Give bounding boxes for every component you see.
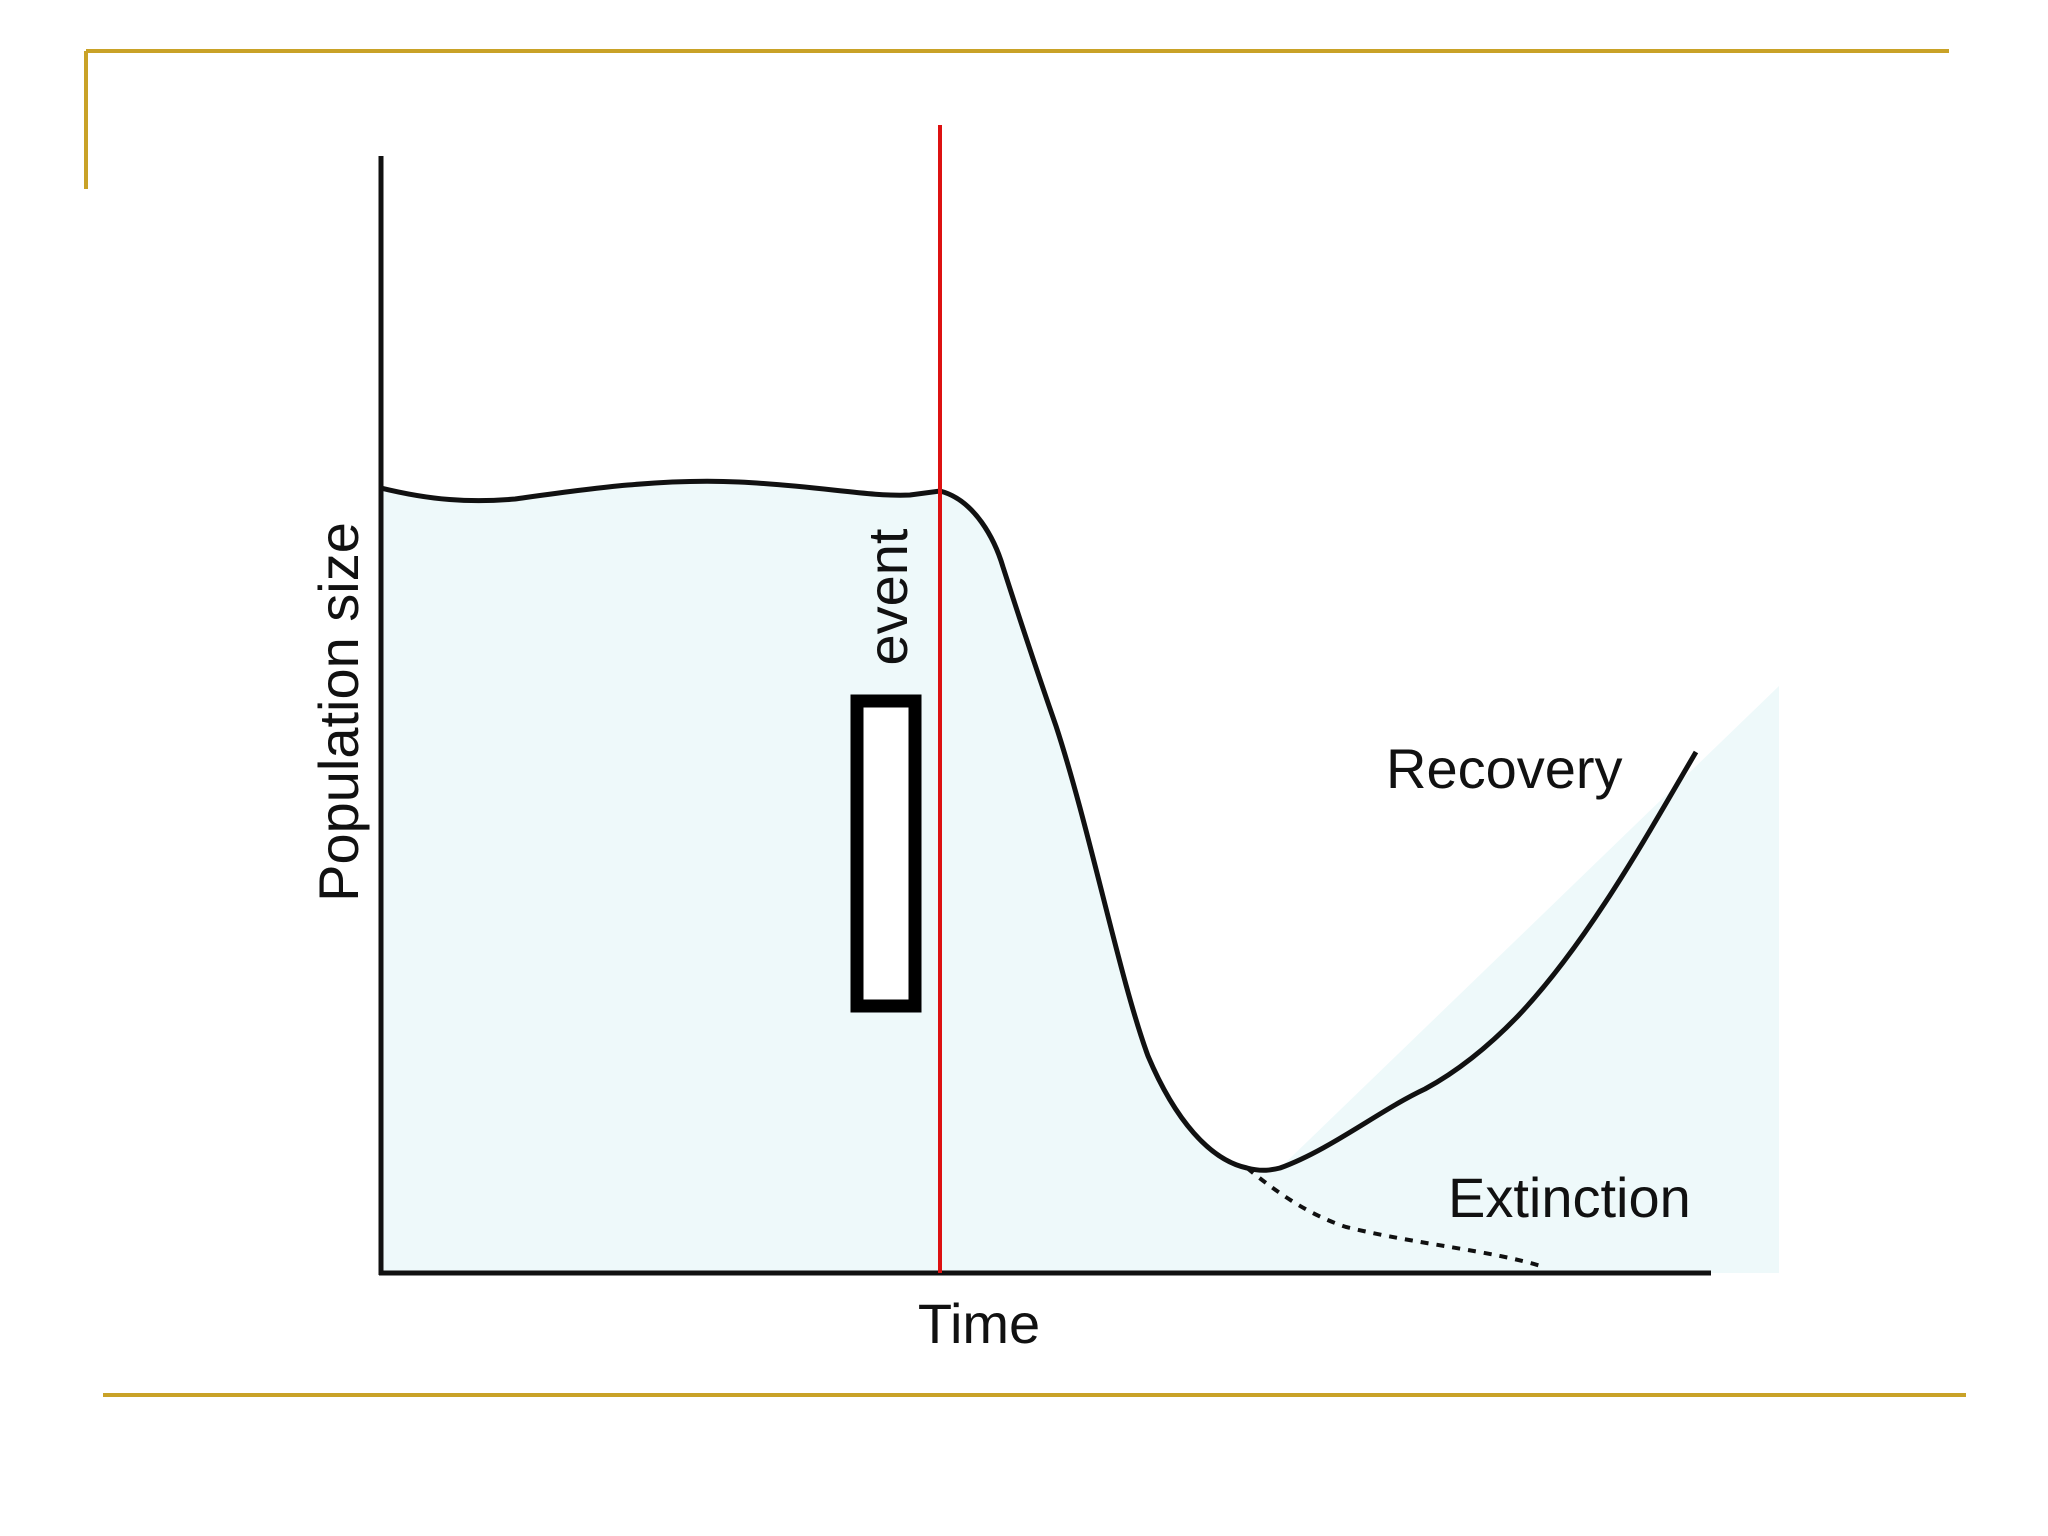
area-fill (381, 481, 1779, 1273)
extinction-curve (1245, 1166, 1545, 1269)
recovery-label: Recovery (1386, 737, 1623, 800)
event-label: event (856, 528, 919, 665)
x-axis-label: Time (918, 1292, 1040, 1355)
population-curve (380, 478, 1699, 1173)
event-box (850, 694, 922, 1013)
extinction-label: Extinction (1448, 1166, 1691, 1229)
y-axis-label: Population size (307, 522, 370, 902)
